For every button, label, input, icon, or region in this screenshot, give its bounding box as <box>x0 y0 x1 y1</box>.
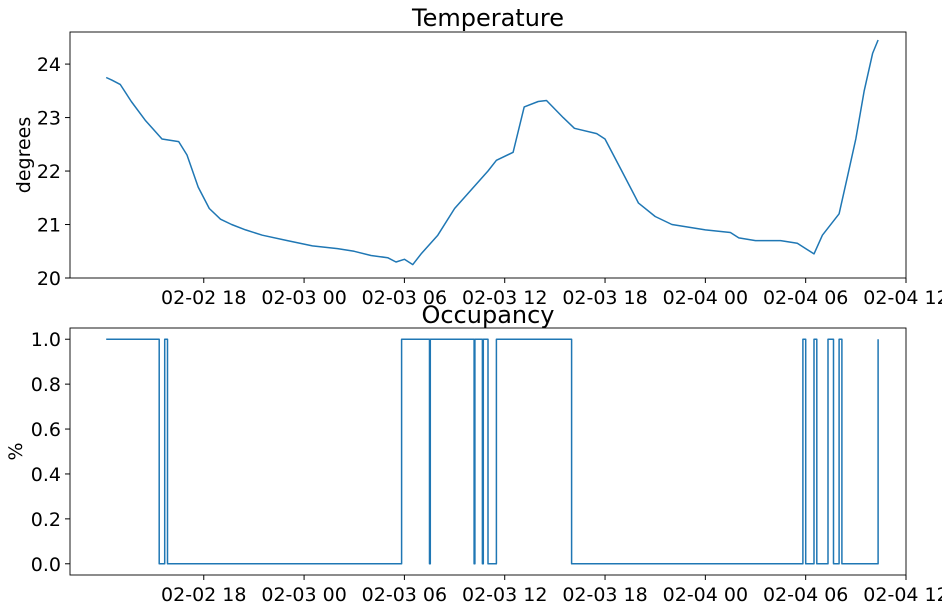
occupancy-x-tick-label: 02-03 18 <box>562 584 647 606</box>
temperature-x-tick-label: 02-03 06 <box>362 287 447 309</box>
temperature-y-axis-label: degrees <box>13 117 35 193</box>
temperature-series-line <box>105 39 879 266</box>
temperature-x-tick-label: 02-04 06 <box>763 287 848 309</box>
occupancy-y-tick-label: 0.2 <box>31 509 61 531</box>
occupancy-panel: Occupancy% 02-02 18 02-03 00 02-03 06 02-03 … <box>5 301 942 606</box>
occupancy-title: Occupancy <box>421 301 554 329</box>
occupancy-y-tick-label: 0.6 <box>31 419 61 441</box>
occupancy-x-tick-label: 02-04 06 <box>763 584 848 606</box>
temperature-x-tick-label: 02-03 18 <box>562 287 647 309</box>
occupancy-y-tick-label: 0.0 <box>31 554 61 576</box>
temperature-x-tick-label: 02-03 00 <box>261 287 346 309</box>
temperature-y-tick-label: 23 <box>37 108 61 130</box>
temperature-x-tick-label: 02-04 00 <box>663 287 748 309</box>
temperature-y-tick-label: 21 <box>37 215 61 237</box>
occupancy-series-line <box>106 338 879 565</box>
occupancy-x-tick-label: 02-03 06 <box>362 584 447 606</box>
occupancy-axes-frame <box>69 327 907 576</box>
occupancy-x-tick-label: 02-04 00 <box>663 584 748 606</box>
occupancy-x-tick-label: 02-04 12 <box>863 584 942 606</box>
occupancy-y-tick-label: 0.4 <box>31 464 61 486</box>
occupancy-x-tick-label: 02-03 12 <box>462 584 547 606</box>
occupancy-y-tick-label: 1.0 <box>31 329 61 351</box>
occupancy-y-axis-label: % <box>5 442 27 460</box>
temperature-y-tick-label: 20 <box>37 268 61 290</box>
temperature-panel: Temperature degrees 02-02 18 02-03 00 02-03 … <box>13 4 942 309</box>
temperature-x-tick-label: 02-04 12 <box>863 287 942 309</box>
occupancy-x-tick-label: 02-02 18 <box>161 584 246 606</box>
temperature-y-tick-label: 22 <box>37 161 61 183</box>
temperature-title: Temperature <box>411 4 564 32</box>
temperature-axes-frame <box>69 31 907 279</box>
temperature-x-tick-label: 02-02 18 <box>161 287 246 309</box>
temperature-y-tick-label: 24 <box>37 54 61 76</box>
occupancy-y-tick-label: 0.8 <box>31 374 61 396</box>
occupancy-x-tick-label: 02-03 00 <box>261 584 346 606</box>
temperature-x-tick-label: 02-03 12 <box>462 287 547 309</box>
